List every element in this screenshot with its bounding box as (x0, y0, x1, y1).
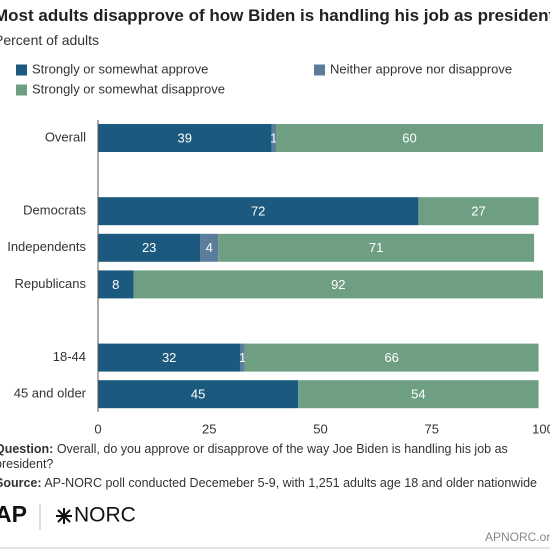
logo-norc: NORC (74, 504, 136, 527)
bar-segment (298, 380, 539, 409)
data-label: 92 (331, 277, 345, 292)
chart-subtitle: Percent of adults (0, 32, 100, 48)
data-label: 54 (411, 387, 425, 402)
bar-segment (240, 343, 245, 372)
data-label: 1 (270, 130, 277, 145)
question-note: Question: Overall, do you approve or dis… (0, 442, 515, 472)
bar-segment (98, 343, 241, 372)
category-label: Democrats (23, 203, 86, 218)
category-label: 18-44 (53, 349, 86, 364)
note-text: AP-NORC poll conducted Decemeber 5-9, wi… (44, 476, 537, 490)
category-label: 45 and older (14, 386, 87, 401)
legend-swatch (16, 64, 27, 76)
logo-ap: AP (0, 501, 27, 527)
legend-label: Neither approve nor disapprove (330, 61, 512, 76)
legend-swatch (16, 84, 27, 96)
data-label: 60 (402, 130, 416, 145)
data-label: 71 (369, 240, 383, 255)
x-tick-label: 0 (94, 421, 101, 436)
data-label: 1 (239, 350, 246, 365)
website: APNORC.org (485, 530, 550, 544)
note-text: Overall, do you approve or disapprove of… (0, 442, 508, 471)
data-label: 45 (191, 387, 205, 402)
bar-segment (133, 270, 543, 299)
bar-segment (98, 233, 201, 262)
data-label: 27 (471, 204, 485, 219)
bar-segment (98, 197, 419, 226)
bar-segment (218, 233, 535, 262)
category-label: Independents (7, 239, 86, 254)
data-label: 39 (178, 130, 192, 145)
note-label: Source: (0, 476, 42, 490)
legend-label: Strongly or somewhat disapprove (32, 81, 225, 96)
data-label: 66 (384, 350, 398, 365)
bar-segment (276, 124, 543, 152)
bar-segment (98, 380, 299, 409)
data-label: 32 (162, 350, 176, 365)
chart-title: Most adults disapprove of how Biden is h… (0, 6, 550, 25)
data-label: 23 (142, 240, 156, 255)
x-tick-label: 75 (425, 421, 439, 436)
bar-segment (244, 343, 539, 372)
source-note: Source: AP-NORC poll conducted Decemeber… (0, 476, 537, 491)
note-label: Question: (0, 442, 54, 456)
logo-star (56, 508, 72, 524)
bar-segment (418, 197, 539, 226)
bar-segment (98, 270, 134, 299)
x-tick-label: 100 (532, 421, 550, 436)
legend-label: Strongly or somewhat approve (32, 61, 208, 76)
category-label: Republicans (14, 276, 86, 291)
x-tick-label: 25 (202, 421, 216, 436)
bar-segment (271, 124, 276, 152)
data-label: 4 (206, 240, 213, 255)
category-label: Overall (45, 129, 86, 144)
bar-segment (200, 233, 219, 262)
data-label: 8 (112, 277, 119, 292)
legend-swatch (314, 64, 325, 76)
data-label: 72 (251, 204, 265, 219)
bar-segment (98, 124, 272, 152)
x-tick-label: 50 (313, 421, 327, 436)
